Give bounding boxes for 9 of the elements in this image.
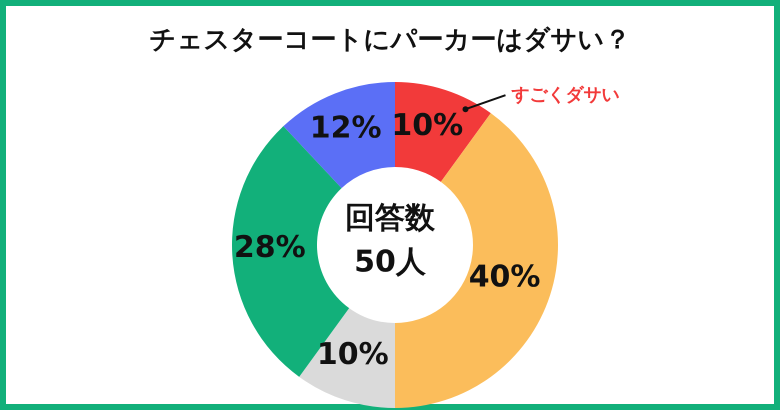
data-label: 10% bbox=[316, 337, 389, 372]
text: 回答数 bbox=[345, 200, 436, 236]
text: 50人 bbox=[354, 244, 427, 280]
slice-label: すごくダサい bbox=[510, 84, 620, 106]
data-label: 12% bbox=[310, 110, 382, 146]
chart-title: チェスターコートにパーカーはダサい？ bbox=[148, 24, 632, 57]
data-label: 28% bbox=[234, 230, 306, 266]
donut-slice bbox=[283, 82, 395, 188]
data-label: 40% bbox=[468, 260, 541, 295]
